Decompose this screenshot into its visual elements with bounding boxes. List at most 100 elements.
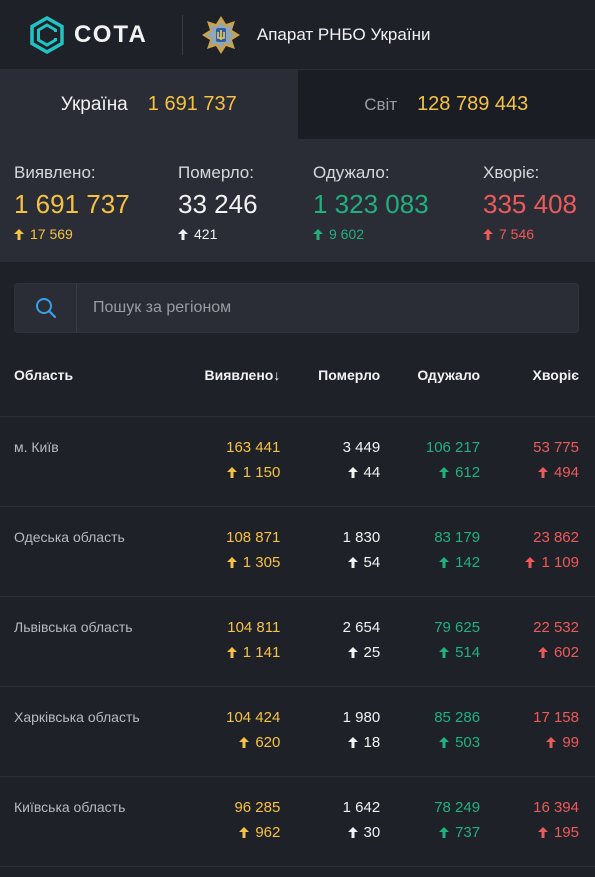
cell-sick: 53 775 494 xyxy=(480,439,579,506)
cell-value: 96 285 xyxy=(234,799,281,816)
search-input[interactable] xyxy=(77,299,578,317)
cota-logo[interactable]: СОТА xyxy=(28,15,148,54)
cell-delta-value: 1 109 xyxy=(541,554,579,571)
stat-died: Померло: 33 246 421 xyxy=(178,163,313,262)
summary-stats: Виявлено: 1 691 737 17 569 Померло: 33 2… xyxy=(0,139,595,262)
cell-detected: 108 871 1 305 xyxy=(180,529,280,596)
cell-value: 108 871 xyxy=(226,529,281,546)
stat-recovered: Одужало: 1 323 083 9 602 xyxy=(313,163,483,262)
arrow-up-icon xyxy=(439,467,450,478)
table-row[interactable]: Львівська область 104 811 1 141 2 654 25 79 6… xyxy=(0,597,595,687)
cell-value: 106 217 xyxy=(425,439,481,456)
cell-delta-value: 737 xyxy=(455,824,481,841)
scope-tabs: Україна 1 691 737 Світ 128 789 443 xyxy=(0,70,595,139)
arrow-up-icon xyxy=(239,827,250,838)
cell-delta-value: 514 xyxy=(455,644,481,661)
arrow-up-icon xyxy=(347,827,358,838)
stat-delta: 7 546 xyxy=(483,226,588,242)
tab-value: 1 691 737 xyxy=(147,93,237,115)
cell-value: 17 158 xyxy=(533,709,579,726)
arrow-up-icon xyxy=(347,737,358,748)
stat-label: Одужало: xyxy=(313,163,390,182)
cota-logo-icon xyxy=(30,15,64,54)
cell-delta-value: 1 305 xyxy=(242,554,281,571)
cell-died: 2 654 25 xyxy=(280,619,381,686)
arrow-up-icon xyxy=(439,647,450,658)
search-box xyxy=(14,283,579,333)
column-header-recovered[interactable]: Одужало xyxy=(417,366,481,383)
cell-delta-value: 30 xyxy=(363,824,381,841)
cell-delta: 25 xyxy=(347,644,381,661)
cell-value: 3 449 xyxy=(342,439,381,456)
tab-world[interactable]: Світ 128 789 443 xyxy=(297,70,595,139)
stat-delta-value: 17 569 xyxy=(30,226,73,242)
sort-arrow-icon: ↓ xyxy=(273,366,281,383)
arrow-up-icon xyxy=(178,228,188,240)
org-name: Апарат РНБО України xyxy=(256,24,431,44)
cell-delta-value: 25 xyxy=(363,644,381,661)
cell-sick: 22 532 602 xyxy=(480,619,579,686)
tab-label: Світ xyxy=(364,94,398,114)
cell-died: 1 830 54 xyxy=(280,529,381,596)
arrow-up-icon xyxy=(439,827,450,838)
cell-delta: 612 xyxy=(439,464,480,481)
cell-delta: 1 141 xyxy=(226,644,280,661)
tab-ukraine[interactable]: Україна 1 691 737 xyxy=(0,70,298,139)
stat-delta-value: 9 602 xyxy=(329,226,365,242)
arrow-up-icon xyxy=(537,647,548,658)
arrow-up-icon xyxy=(226,467,237,478)
column-header-detected[interactable]: Виявлено↓ xyxy=(180,366,281,383)
cell-died: 1 642 30 xyxy=(280,799,381,866)
cell-sick: 17 158 99 xyxy=(480,709,579,776)
cell-delta: 602 xyxy=(537,644,579,661)
stat-delta: 9 602 xyxy=(313,226,483,242)
arrow-up-icon xyxy=(546,737,557,748)
arrow-up-icon xyxy=(239,737,250,748)
cell-delta-value: 44 xyxy=(363,464,381,481)
cell-delta-value: 1 150 xyxy=(242,464,281,481)
region-name: Одеська область xyxy=(14,529,125,545)
arrow-up-icon xyxy=(439,737,450,748)
arrow-up-icon xyxy=(439,557,450,568)
cell-delta: 195 xyxy=(537,824,579,841)
arrow-up-icon xyxy=(537,467,548,478)
cell-value: 2 654 xyxy=(342,619,381,636)
arrow-up-icon xyxy=(313,228,323,240)
cell-value: 1 980 xyxy=(342,709,381,726)
cell-delta: 1 305 xyxy=(226,554,281,571)
search-section xyxy=(0,262,595,333)
cell-delta-value: 602 xyxy=(553,644,579,661)
stat-delta: 421 xyxy=(178,226,313,242)
header-divider xyxy=(181,14,183,55)
cell-delta-value: 620 xyxy=(255,734,281,751)
search-button[interactable] xyxy=(15,284,77,332)
column-header-region[interactable]: Область xyxy=(14,366,74,383)
cell-delta-value: 195 xyxy=(553,824,579,841)
stat-value: 1 323 083 xyxy=(313,189,429,219)
cell-delta-value: 54 xyxy=(363,554,381,571)
cell-value: 79 625 xyxy=(434,619,481,636)
cell-delta: 142 xyxy=(439,554,480,571)
column-header-died[interactable]: Померло xyxy=(318,366,381,383)
table-row[interactable]: м. Київ 163 441 1 150 3 449 44 106 217 612 53 7… xyxy=(0,417,595,507)
cell-recovered: 78 249 737 xyxy=(380,799,480,866)
arrow-up-icon xyxy=(347,647,358,658)
cell-value: 23 862 xyxy=(533,529,579,546)
tab-value: 128 789 443 xyxy=(417,93,529,115)
stat-delta-value: 421 xyxy=(194,226,218,242)
stat-value: 33 246 xyxy=(178,189,258,219)
cell-value: 104 811 xyxy=(227,619,281,636)
arrow-up-icon xyxy=(525,557,536,568)
tab-label: Україна xyxy=(60,93,128,115)
cell-detected: 96 285 962 xyxy=(180,799,280,866)
search-icon xyxy=(35,298,56,319)
table-row[interactable]: Харківська область 104 424 620 1 980 18 85 28… xyxy=(0,687,595,777)
table-row[interactable]: Одеська область 108 871 1 305 1 830 54 83 179… xyxy=(0,507,595,597)
table-row[interactable]: Київська область 96 285 962 1 642 30 78 249 73… xyxy=(0,777,595,867)
cell-delta-value: 99 xyxy=(562,734,579,751)
cell-delta: 99 xyxy=(546,734,579,751)
cell-recovered: 79 625 514 xyxy=(380,619,480,686)
cell-delta-value: 612 xyxy=(455,464,481,481)
column-header-sick[interactable]: Хворіє xyxy=(532,366,579,383)
cell-delta-value: 962 xyxy=(255,824,281,841)
